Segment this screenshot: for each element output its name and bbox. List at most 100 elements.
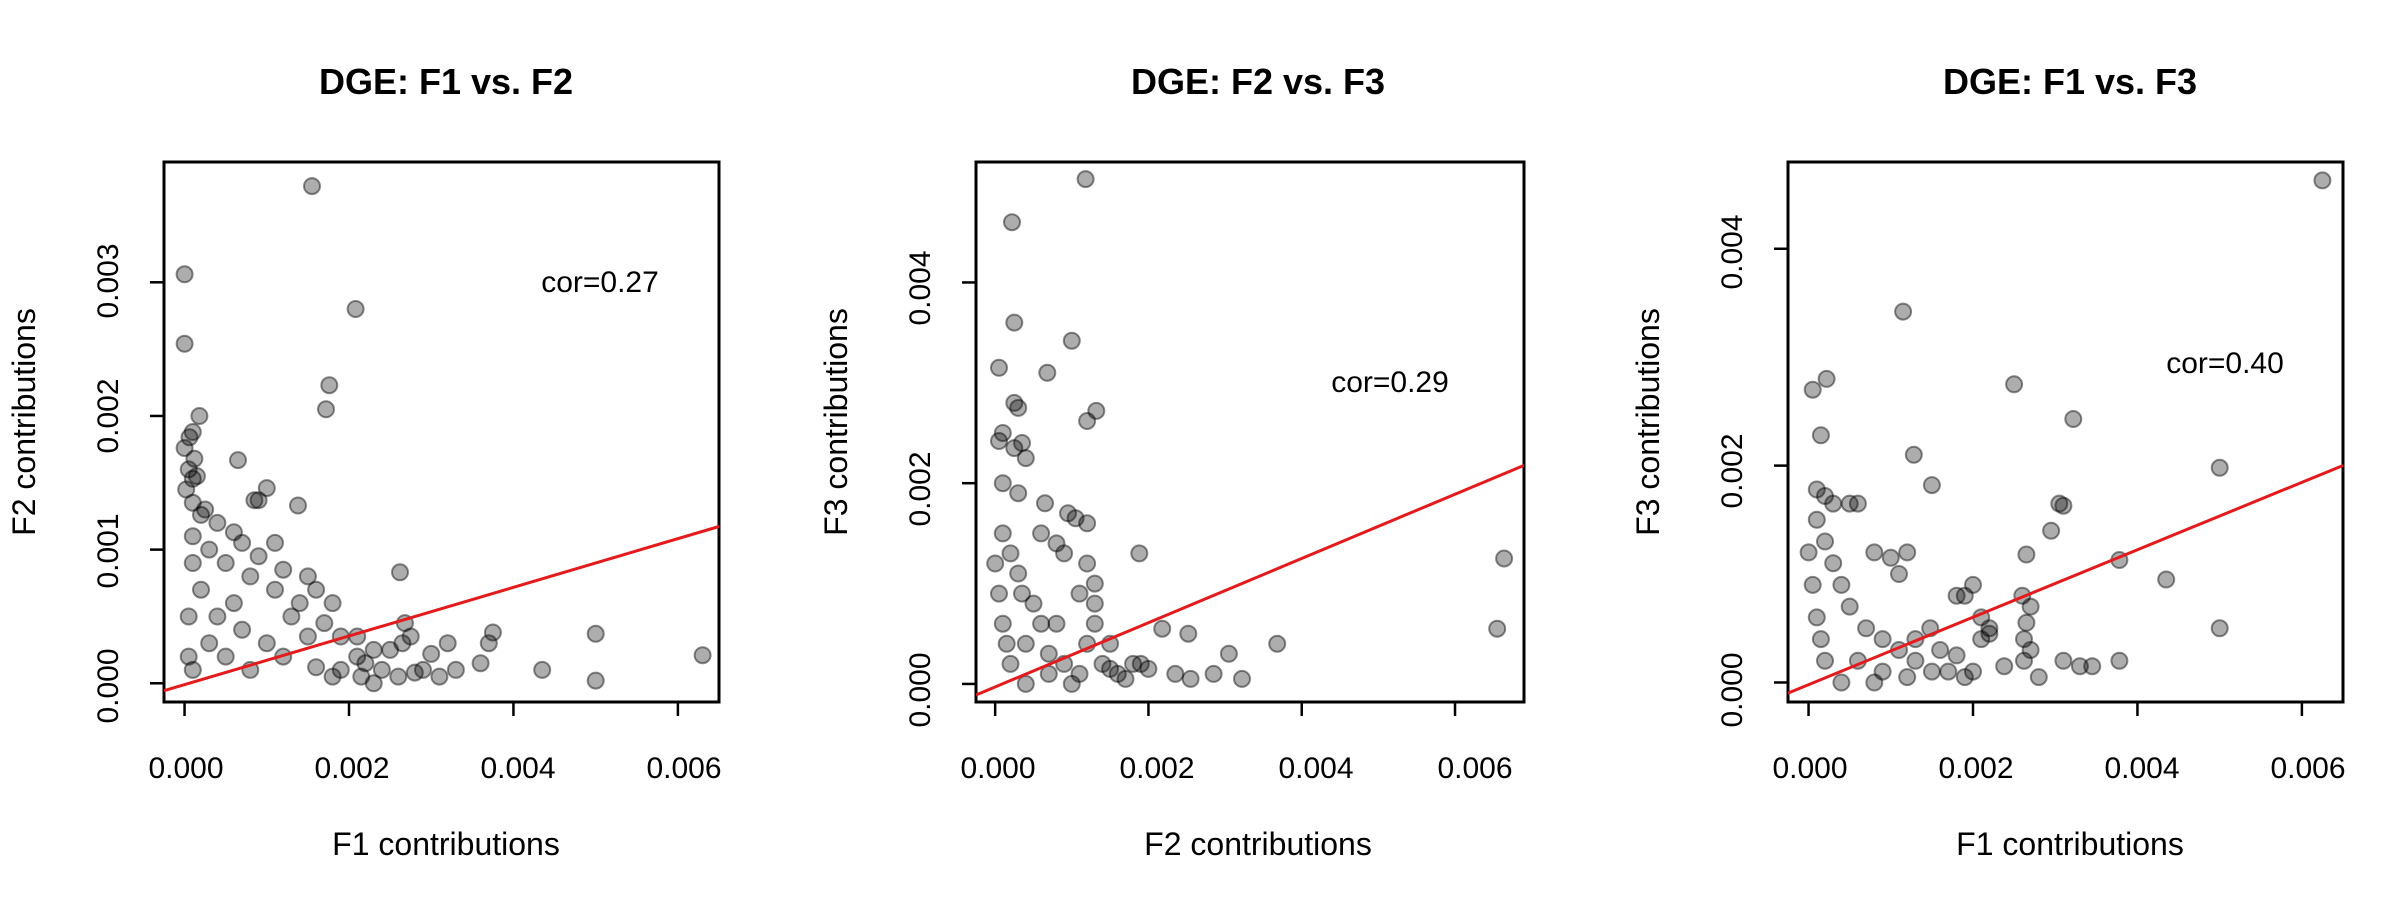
scatter-point: [1873, 630, 1892, 649]
scatter-point: [990, 358, 1008, 377]
scatter-point: [1078, 412, 1097, 430]
scatter-point: [1939, 662, 1958, 681]
scatter-point: [352, 667, 371, 686]
scatter-point: [1906, 651, 1925, 670]
scatter-point: [356, 654, 375, 673]
scatter-point: [1009, 398, 1028, 417]
scatter-point: [1101, 659, 1120, 678]
scatter-point: [1066, 509, 1085, 528]
scatter-point: [364, 640, 383, 659]
scatter-point: [1799, 543, 1818, 562]
scatter-point: [2021, 597, 2040, 616]
scatter-point: [1009, 564, 1028, 583]
regression-line: [1788, 464, 2343, 695]
scatter-point: [1922, 476, 1941, 495]
y-axis-label: F3 contributions: [818, 308, 854, 536]
scatter-point: [1179, 624, 1198, 643]
scatter-point: [233, 620, 252, 639]
scatter-point: [1070, 584, 1089, 603]
scatter-point: [183, 469, 202, 488]
scatter-point: [1816, 651, 1834, 670]
scatter-point: [183, 493, 202, 512]
data-layer: [976, 170, 1524, 697]
scatter-point: [323, 667, 342, 686]
scatter-point: [1024, 594, 1043, 613]
scatter-point: [179, 647, 198, 666]
x-tick-label: 0.006: [646, 752, 721, 785]
x-tick-label: 0.000: [960, 752, 1035, 785]
scatter-point: [2029, 668, 2048, 687]
scatter-point: [405, 663, 424, 682]
scatter-point: [483, 623, 502, 642]
scatter-point: [303, 177, 321, 196]
scatter-point: [1922, 662, 1941, 681]
scatter-point: [364, 674, 383, 693]
y-tick-label: 0.001: [92, 513, 125, 588]
scatter-point: [183, 527, 202, 546]
y-tick-label: 0.004: [1716, 214, 1749, 289]
scatter-point: [471, 654, 490, 673]
x-axis-label: F1 contributions: [332, 826, 560, 862]
scatter-point: [1931, 641, 1950, 659]
x-tick-label: 0.004: [1278, 752, 1353, 785]
scatter-point: [1873, 662, 1892, 681]
scatter-point: [1865, 673, 1884, 692]
scatter-point: [179, 607, 198, 626]
scatter-point: [320, 376, 339, 395]
scatter-point: [1062, 674, 1081, 693]
scatter-point: [438, 634, 457, 653]
x-tick-label: 0.002: [314, 752, 389, 785]
scatter-point: [381, 640, 400, 659]
scatter-point: [175, 439, 194, 457]
scatter-point: [1181, 669, 1200, 688]
scatter-point: [479, 634, 498, 653]
scatter-point: [200, 634, 219, 653]
scatter-point: [1947, 586, 1966, 605]
scatter-point: [1803, 380, 1822, 399]
scatter-point: [2054, 651, 2073, 670]
scatter-point: [183, 554, 202, 572]
scatter-point: [1495, 549, 1514, 568]
scatter-point: [1001, 654, 1020, 673]
scatter-point: [1904, 445, 1923, 464]
scatter-point: [1816, 532, 1834, 551]
scatter-point: [1009, 484, 1028, 503]
panel-f1-vs-f3: DGE: F1 vs. F3 F1 contributions F3 contr…: [1630, 61, 2346, 862]
x-axis-label: F2 contributions: [1144, 826, 1372, 862]
scatter-point: [266, 580, 284, 599]
scatter-point: [346, 300, 365, 318]
scatter-point: [249, 547, 268, 566]
scatter-point: [990, 432, 1008, 450]
scatter-point: [2015, 651, 2033, 670]
scatter-point: [1857, 619, 1876, 638]
scatter-point: [1124, 654, 1143, 673]
scatter-point: [1047, 534, 1066, 553]
scatter-point: [1995, 657, 2014, 676]
y-tick-label: 0.002: [1716, 433, 1749, 508]
scatter-point: [990, 584, 1008, 603]
scatter-point: [185, 449, 204, 468]
scatter-point: [2064, 410, 2083, 428]
scatter-point: [1062, 331, 1081, 350]
scatter-point: [1898, 543, 1917, 562]
scatter-point: [1204, 664, 1223, 683]
scatter-point: [192, 580, 210, 599]
scatter-point: [257, 479, 276, 498]
scatter-point: [224, 523, 243, 542]
scatter-point: [986, 554, 1005, 573]
scatter-point: [1824, 494, 1843, 513]
y-tick-label: 0.000: [92, 648, 125, 723]
scatter-point: [414, 660, 432, 679]
scatter-point: [1078, 554, 1097, 573]
x-tick-label: 0.004: [2104, 752, 2179, 785]
y-tick-label: 0.002: [92, 378, 125, 453]
scatter-point: [323, 594, 342, 613]
scatter-point: [2083, 657, 2102, 676]
scatter-point: [192, 505, 210, 524]
y-tick-label: 0.003: [92, 243, 125, 318]
scatter-point: [2054, 496, 2073, 515]
scatter-point: [1980, 619, 1999, 638]
scatter-point: [1817, 369, 1836, 388]
scatter-point: [2005, 375, 2024, 394]
panel-f1-vs-f2: DGE: F1 vs. F2 F1 contributions F2 contr…: [6, 61, 722, 862]
